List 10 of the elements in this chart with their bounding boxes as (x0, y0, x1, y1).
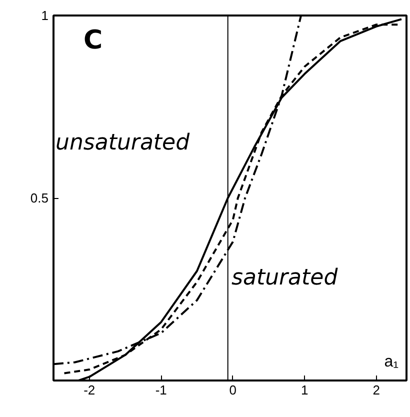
annotation: unsaturated (56, 130, 191, 156)
annotation: C (84, 26, 103, 56)
x-tick-label: -1 (155, 382, 167, 398)
x-tick-label: 0 (229, 382, 236, 398)
x-tick-label: 1 (301, 382, 308, 398)
x-axis-title: a₁ (384, 354, 398, 370)
annotation: saturated (232, 266, 339, 290)
y-tick-label: 0.5 (30, 190, 49, 206)
x-tick-label: 2 (372, 382, 380, 398)
x-tick-label: -2 (84, 382, 96, 398)
